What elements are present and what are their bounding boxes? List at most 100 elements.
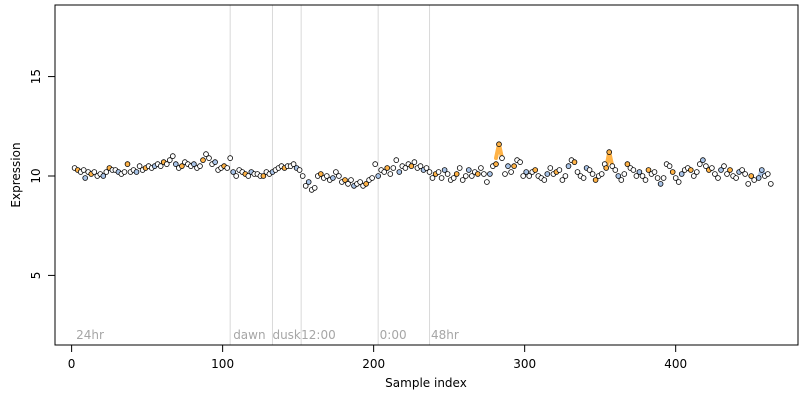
y-tick-label: 5 [29, 272, 43, 280]
data-point [742, 171, 748, 177]
data-point [718, 167, 724, 173]
data-point [200, 157, 206, 163]
data-point [453, 171, 460, 177]
y-axis: 5 10 15 [29, 69, 56, 280]
data-point [645, 167, 652, 173]
data-point [456, 165, 463, 171]
data-point [465, 167, 472, 173]
data-point [121, 169, 128, 175]
data-point [556, 167, 563, 173]
data-point [764, 171, 771, 177]
data-point [621, 171, 628, 177]
data-point [170, 153, 176, 159]
data-point [523, 169, 529, 175]
data-point [441, 167, 448, 173]
data-point [630, 167, 637, 173]
data-point [745, 181, 751, 187]
data-point [669, 169, 676, 175]
data-point [505, 163, 511, 169]
data-point [547, 165, 554, 171]
data-point [375, 173, 382, 179]
data-point [305, 179, 312, 185]
data-point [133, 169, 140, 175]
y-tick-label: 10 [29, 168, 43, 183]
y-axis-title: Expression [9, 142, 23, 207]
data-point [206, 155, 212, 161]
data-point [459, 177, 466, 183]
annotation-label: dusk [272, 328, 300, 342]
data-point [302, 183, 309, 189]
data-point [687, 167, 694, 173]
data-point [606, 149, 612, 155]
data-point [721, 163, 727, 169]
data-point [363, 181, 369, 187]
data-point [586, 167, 593, 173]
data-point [562, 173, 569, 179]
data-point [690, 173, 697, 179]
data-point [571, 159, 578, 165]
data-point [191, 161, 197, 167]
data-point [468, 173, 475, 179]
data-point [124, 161, 131, 167]
x-tick-label: 0 [68, 357, 76, 371]
data-point [311, 185, 318, 191]
data-point [224, 165, 231, 171]
data-point [517, 159, 523, 165]
data-point [739, 167, 745, 173]
annotation-label: 48hr [431, 328, 459, 342]
data-point [369, 175, 375, 181]
data-point [299, 173, 306, 179]
data-point [330, 175, 336, 181]
data-point [245, 173, 252, 179]
data-point [80, 167, 87, 173]
data-point [733, 175, 739, 181]
data-point [296, 167, 303, 173]
data-point [502, 171, 508, 177]
data-point [618, 177, 625, 183]
data-point [493, 161, 499, 167]
data-point [532, 167, 538, 173]
data-point [462, 173, 469, 179]
data-point [203, 151, 209, 157]
data-point [696, 161, 703, 167]
data-point [660, 175, 667, 181]
data-point [429, 175, 436, 181]
data-point [348, 177, 354, 183]
data-point [396, 169, 403, 175]
data-point [496, 141, 502, 148]
data-point [767, 181, 774, 187]
data-point [654, 175, 661, 181]
data-point [755, 175, 762, 181]
data-point [487, 171, 493, 177]
data-point [592, 177, 599, 183]
data-point [526, 173, 532, 179]
data-point [603, 165, 609, 171]
data-point [444, 171, 451, 177]
annotations: 24hr dawn dusk 12:00 0:00 48hr [76, 328, 459, 342]
data-point [484, 179, 490, 185]
data-point [450, 175, 457, 181]
data-point [408, 163, 415, 169]
data-point [233, 173, 240, 179]
data-point [230, 169, 237, 175]
data-point [336, 173, 342, 179]
data-point [642, 177, 649, 183]
data-point [167, 157, 173, 163]
data-point [317, 171, 324, 177]
data-point [724, 171, 730, 177]
data-point [197, 163, 203, 169]
data-point [345, 181, 351, 187]
data-point [357, 179, 363, 185]
x-axis: 0 100 200 300 400 [68, 344, 687, 371]
data-point [372, 161, 379, 167]
x-tick-label: 200 [362, 357, 385, 371]
data-point [511, 163, 517, 169]
data-point [541, 177, 548, 183]
data-point [615, 173, 622, 179]
data-point [290, 161, 297, 167]
data-point [751, 177, 757, 183]
data-point [520, 173, 526, 179]
plot-frame [54, 4, 799, 346]
data-point [393, 157, 400, 163]
